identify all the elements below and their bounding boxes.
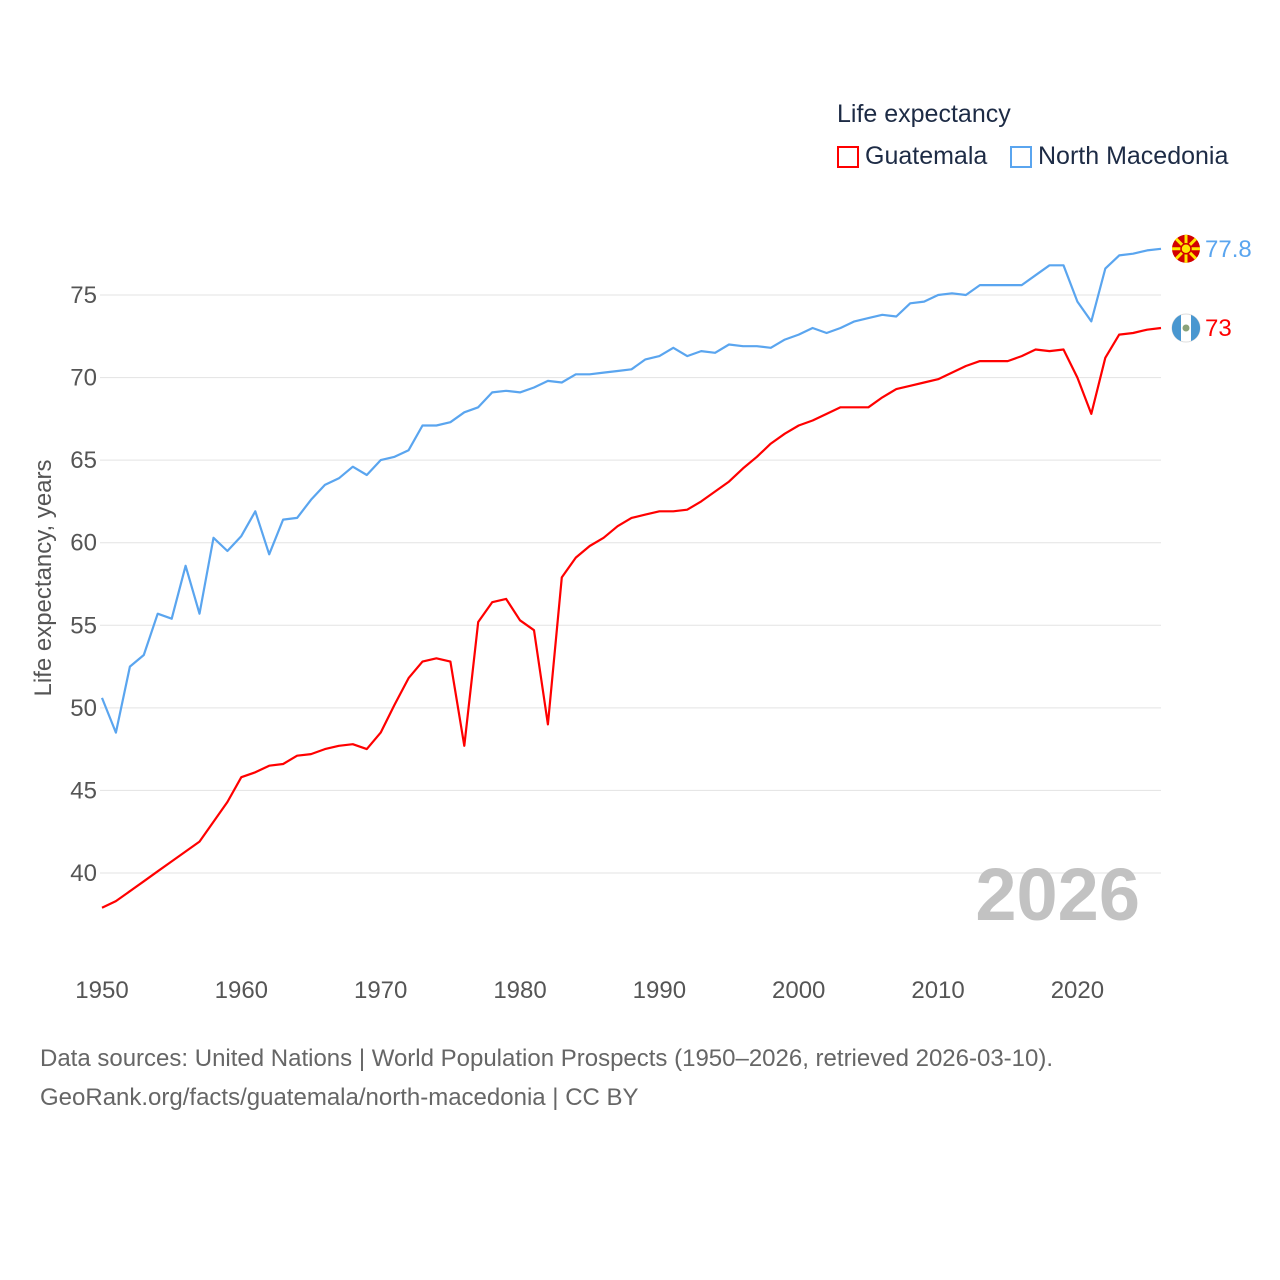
end-value-label-north-macedonia: 77.8 — [1205, 236, 1252, 263]
legend-title: Life expectancy — [837, 100, 1011, 128]
legend-swatch-guatemala — [837, 145, 859, 168]
y-tick-label: 70 — [70, 365, 97, 392]
legend-label: North Macedonia — [1038, 142, 1229, 170]
legend-label: Guatemala — [865, 142, 988, 170]
y-tick-label: 50 — [70, 695, 97, 722]
x-tick-label: 1980 — [493, 977, 546, 1004]
guatemala-flag-icon — [1171, 313, 1201, 343]
year-watermark: 2026 — [975, 853, 1140, 936]
legend-swatch-north-macedonia — [1010, 145, 1032, 168]
y-axis-label: Life expectancy, years — [30, 459, 57, 696]
source-line-2[interactable]: GeoRank.org/facts/guatemala/north-macedo… — [40, 1084, 639, 1111]
x-tick-label: 1950 — [75, 977, 128, 1004]
y-tick-label: 55 — [70, 612, 97, 639]
legend-item-north-macedonia[interactable]: North Macedonia — [1010, 142, 1228, 171]
series-line-guatemala[interactable] — [101, 326, 1162, 909]
legend-item-guatemala[interactable]: Guatemala — [837, 142, 987, 171]
y-tick-label: 65 — [70, 447, 97, 474]
x-tick-label: 2020 — [1051, 977, 1104, 1004]
x-tick-label: 1990 — [633, 977, 686, 1004]
north-macedonia-flag-icon — [1172, 234, 1200, 263]
x-tick-label: 1970 — [354, 977, 407, 1004]
series-line-north-macedonia[interactable] — [100, 247, 1162, 734]
y-tick-label: 60 — [70, 530, 97, 557]
x-tick-label: 1960 — [215, 977, 268, 1004]
source-line-1: Data sources: United Nations | World Pop… — [40, 1045, 1054, 1072]
y-tick-label: 40 — [70, 860, 97, 887]
x-tick-label: 2010 — [911, 977, 964, 1004]
y-tick-label: 75 — [70, 282, 97, 309]
y-tick-label: 45 — [70, 777, 97, 804]
end-value-label-guatemala: 73 — [1205, 315, 1232, 342]
x-tick-label: 2000 — [772, 977, 825, 1004]
